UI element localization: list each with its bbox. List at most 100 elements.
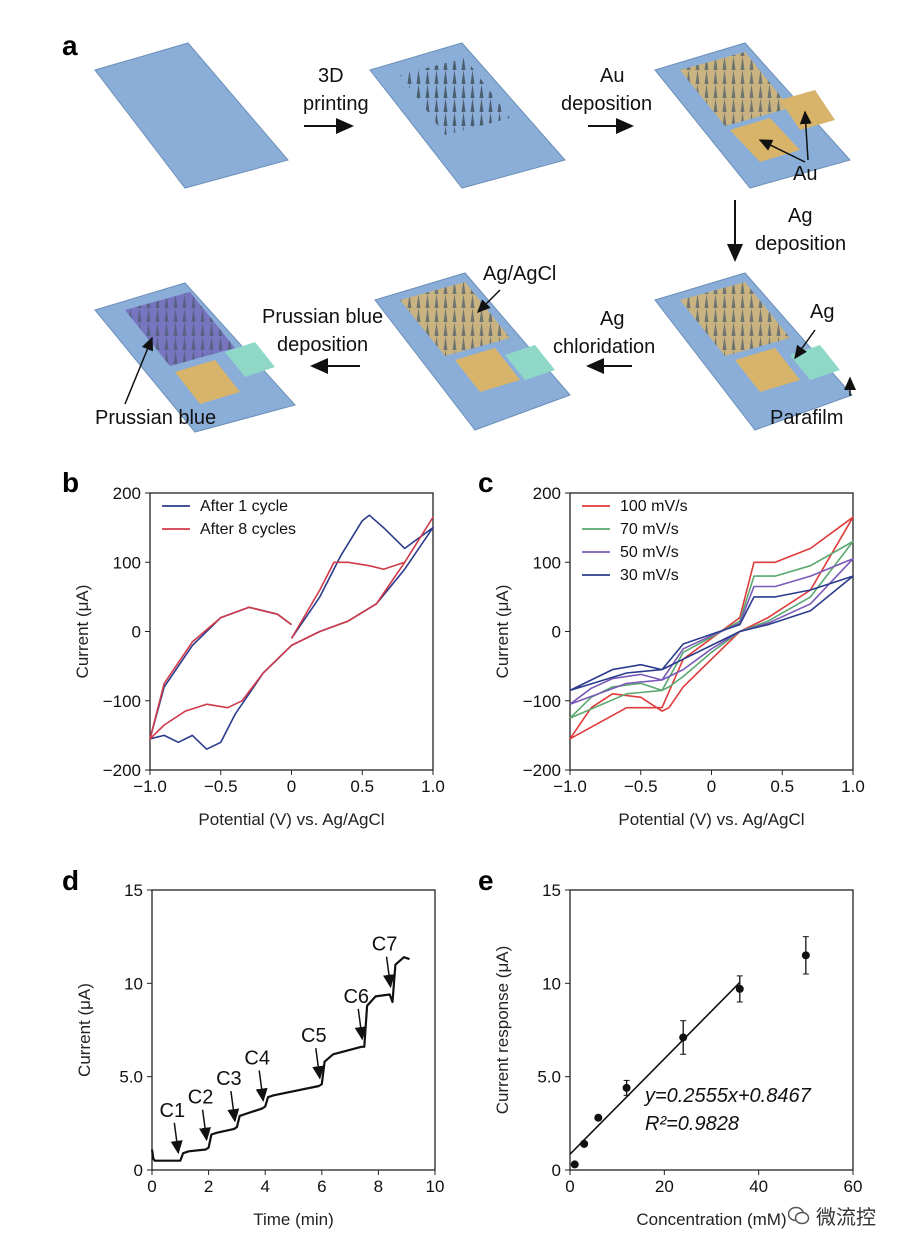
y-tick-label: −200 [523,761,561,780]
annotation-label: C2 [188,1087,214,1109]
series-line [569,575,854,692]
data-point [622,1083,631,1092]
x-tick-label: −0.5 [624,777,658,796]
step-4-label-line1: Ag [600,308,624,330]
y-axis-label: Current (μA) [493,585,512,679]
annotation-arrow [255,1070,268,1103]
x-tick-label: 20 [655,1177,674,1196]
y-tick-label: 5.0 [119,1068,143,1087]
annotation-arrow [170,1122,183,1155]
y-tick-label: 5.0 [537,1068,561,1087]
annotation-arrow [354,1008,367,1041]
series-line [569,540,854,719]
x-tick-label: 0 [565,1177,574,1196]
x-tick-label: 10 [426,1177,445,1196]
callout-line [758,139,806,163]
y-tick-label: 100 [533,553,561,572]
series-line [569,557,854,705]
panel-d-chart: d 0 2 4 6 8 10 0 5.0 10 15 Time (min) Current (μA) C1… [62,865,444,1229]
annotation-label: C5 [301,1025,327,1047]
step-1-label-line2: printing [303,93,369,115]
step-3-label-line1: Ag [788,205,812,227]
x-tick-label: −1.0 [133,777,167,796]
x-tick-label: 6 [317,1177,326,1196]
y-axis-label: Current (μA) [73,585,92,679]
callout-line [476,289,501,314]
legend-entry: 100 mV/s [620,498,688,515]
y-tick-label: 100 [113,553,141,572]
substrate-au [654,42,851,189]
annotation-arrow [383,956,395,989]
x-tick-label: 40 [749,1177,768,1196]
x-tick-label: 0 [287,777,296,796]
y-tick-label: 0 [552,1161,561,1180]
x-tick-label: 1.0 [421,777,445,796]
y-tick-label: −100 [103,692,141,711]
x-tick-label: 8 [374,1177,383,1196]
data-point [570,1160,579,1169]
substrate-agagcl [374,272,571,431]
step-1-label-line1: 3D [318,65,344,87]
panel-a-letter: a [62,30,78,61]
series-line [149,514,434,751]
panel-b-chart: b −1.0 −0.5 0 0.5 1.0 −200 −100 0 100 200 Potential… [62,467,445,829]
x-tick-label: 1.0 [841,777,865,796]
step-2-label-line2: deposition [561,93,652,115]
fit-equation: y=0.2555x+0.8467 [643,1085,812,1107]
substrate-plain [94,42,289,189]
legend-entry: After 8 cycles [200,521,296,538]
legend-entry: 50 mV/s [620,544,679,561]
data-point [801,951,810,960]
x-tick-label: 0.5 [350,777,374,796]
plot-frame [569,492,854,771]
panel-letter: b [62,467,79,498]
parafilm-label: Parafilm [770,407,843,429]
data-point [594,1113,603,1122]
panel-e-chart: e 0 20 40 60 0 5.0 10 15 Concentration (mM) Curren… [478,865,862,1229]
au-label: Au [793,163,817,185]
y-tick-label: 0 [134,1161,143,1180]
x-tick-label: 0 [147,1177,156,1196]
annotation-arrow [199,1109,211,1142]
substrate-printed [369,42,566,189]
x-axis-label: Potential (V) vs. Ag/AgCl [198,810,384,829]
y-tick-label: −100 [523,692,561,711]
step-2-label-line1: Au [600,65,624,87]
annotation-label: C3 [216,1068,242,1090]
y-tick-label: 0 [132,623,141,642]
x-tick-label: 2 [204,1177,213,1196]
x-axis-label: Potential (V) vs. Ag/AgCl [618,810,804,829]
panel-letter: d [62,865,79,896]
ag-label: Ag [810,301,834,323]
annotation-label: C1 [160,1100,186,1122]
x-tick-label: 0 [707,777,716,796]
y-axis-label: Current (μA) [75,983,94,1077]
panel-letter: e [478,865,494,896]
callout-line [124,336,154,405]
annotation-label: C4 [244,1048,270,1070]
x-tick-label: −0.5 [204,777,238,796]
annotation-label: C6 [343,986,369,1008]
plot-frame [569,889,854,1171]
data-point [735,984,744,993]
data-point [679,1033,688,1042]
watermark-text: 微流控 [816,1207,876,1229]
step-5-label-line2: deposition [277,334,368,356]
step-3-label-line2: deposition [755,233,846,255]
y-tick-label: 200 [113,484,141,503]
data-point [580,1139,589,1148]
step-4-label-line2: chloridation [553,336,655,358]
series-line [149,516,434,740]
panel-a: a 3D printing Au deposition Au Ag dep [62,30,856,433]
plot-frame [151,889,436,1171]
x-tick-label: 60 [844,1177,863,1196]
y-axis-label: Current response (μA) [493,946,512,1115]
agagcl-label: Ag/AgCl [483,263,556,285]
annotation-arrow [312,1048,325,1080]
annotation-label: C7 [372,934,398,956]
callout-line [799,110,812,161]
y-tick-label: 10 [542,974,561,993]
y-tick-label: 15 [124,881,143,900]
x-axis-label: Time (min) [253,1210,334,1229]
